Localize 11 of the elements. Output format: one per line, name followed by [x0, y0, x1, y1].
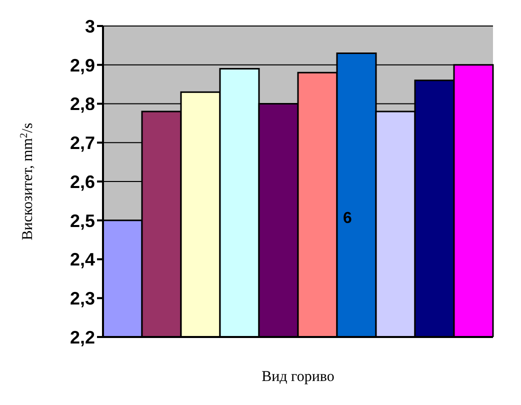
- y-tick-label: 3: [84, 16, 95, 36]
- y-tick-label: 2,7: [70, 133, 95, 154]
- y-tick-label: 2,3: [70, 288, 95, 309]
- y-tick-label: 2,6: [70, 172, 95, 192]
- annotation: 6: [343, 210, 352, 228]
- y-tick-label: 2,2: [70, 327, 95, 348]
- x-axis-title: Вид гориво: [262, 369, 334, 385]
- y-tick-label: 2,8: [70, 94, 95, 114]
- y-tick-label: 2,4: [70, 250, 95, 270]
- y-tick-label: 2,9: [70, 55, 95, 76]
- y-tick-label: 2,5: [70, 210, 95, 231]
